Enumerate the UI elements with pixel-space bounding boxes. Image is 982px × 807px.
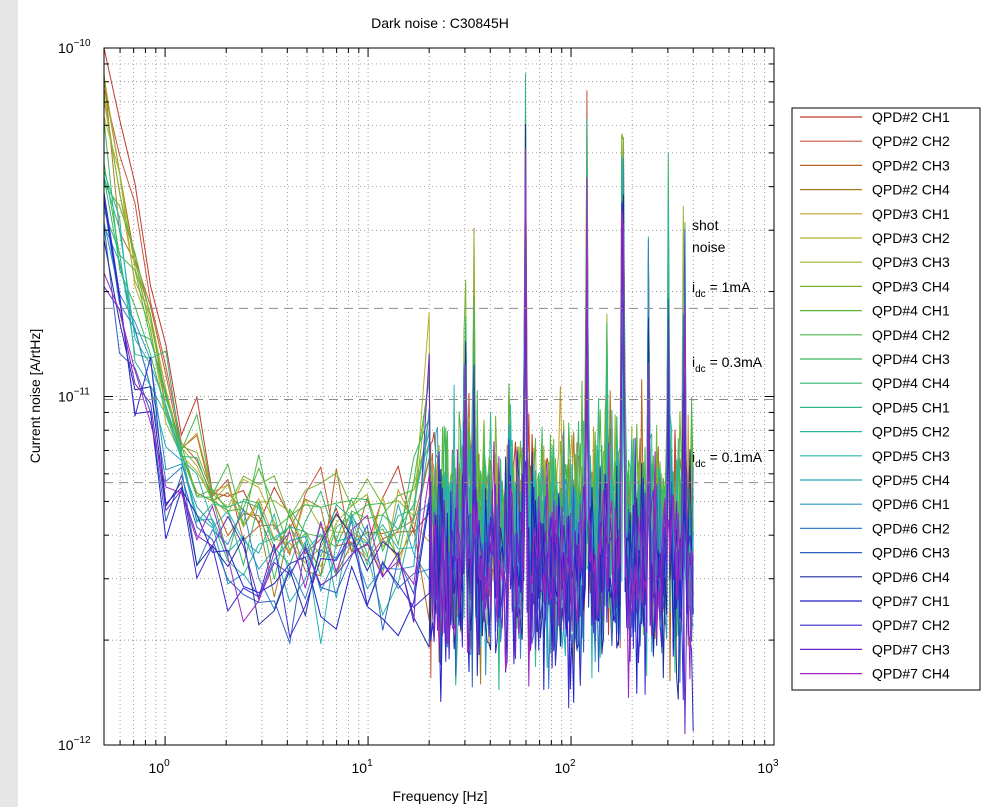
legend-label: QPD#6 CH4 [872, 569, 950, 585]
legend-label: QPD#2 CH2 [872, 133, 950, 149]
legend-label: QPD#3 CH3 [872, 254, 950, 270]
axis-ticks [103, 47, 775, 746]
shot-noise-annotations: shot noise idc = 1mA idc = 0.3mA idc = 0… [692, 217, 763, 470]
y-tick-label: 10−11 [58, 387, 90, 405]
series-line [103, 147, 694, 699]
y-tick-labels: 10−12 10−11 10−10 [58, 38, 91, 753]
legend: QPD#2 CH1 QPD#2 CH2 QPD#2 CH3 QPD#2 CH4 QPD#… [791, 107, 981, 691]
x-tick-label: 100 [149, 758, 171, 776]
legend-label: QPD#2 CH1 [872, 109, 950, 125]
legend-label: QPD#5 CH2 [872, 424, 950, 440]
legend-label: QPD#4 CH4 [872, 375, 950, 391]
legend-label: QPD#2 CH3 [872, 157, 950, 173]
legend-label: QPD#5 CH3 [872, 448, 950, 464]
series-lines [103, 47, 694, 735]
legend-label: QPD#4 CH1 [872, 303, 950, 319]
legend-label: QPD#2 CH4 [872, 182, 950, 198]
y-tick-label: 10−12 [58, 735, 91, 753]
x-tick-label: 103 [757, 758, 779, 776]
x-tick-labels: 100 101 102 103 [149, 758, 779, 776]
legend-label: QPD#3 CH1 [872, 206, 950, 222]
legend-label: QPD#6 CH1 [872, 496, 950, 512]
y-tick-label: 10−10 [58, 38, 91, 56]
annotation-idc-01ma: idc = 0.1mA [692, 449, 763, 470]
legend-label: QPD#6 CH3 [872, 545, 950, 561]
x-tick-label: 102 [554, 758, 576, 776]
legend-items: QPD#2 CH1 QPD#2 CH2 QPD#2 CH3 QPD#2 CH4 QPD#… [800, 109, 950, 682]
legend-label: QPD#5 CH4 [872, 472, 950, 488]
chart-title: Dark noise : C30845H [371, 15, 509, 31]
legend-label: QPD#7 CH1 [872, 593, 950, 609]
annotation-shot: shot [692, 217, 719, 233]
y-axis-label: Current noise [A/rtHz] [27, 329, 43, 464]
x-tick-label: 101 [351, 758, 373, 776]
reference-lines [104, 307, 774, 484]
legend-label: QPD#4 CH3 [872, 351, 950, 367]
legend-label: QPD#6 CH2 [872, 520, 950, 536]
series-line [103, 223, 694, 735]
annotation-noise: noise [692, 239, 726, 255]
legend-label: QPD#4 CH2 [872, 327, 950, 343]
legend-label: QPD#7 CH3 [872, 641, 950, 657]
annotation-idc-03ma: idc = 0.3mA [692, 354, 763, 375]
legend-label: QPD#7 CH2 [872, 617, 950, 633]
legend-box [791, 107, 981, 691]
legend-label: QPD#3 CH4 [872, 278, 950, 294]
legend-label: QPD#5 CH1 [872, 399, 950, 415]
legend-label: QPD#7 CH4 [872, 666, 950, 682]
legend-label: QPD#3 CH2 [872, 230, 950, 246]
annotation-idc-1ma: idc = 1mA [692, 279, 751, 300]
x-axis-label: Frequency [Hz] [393, 788, 488, 804]
